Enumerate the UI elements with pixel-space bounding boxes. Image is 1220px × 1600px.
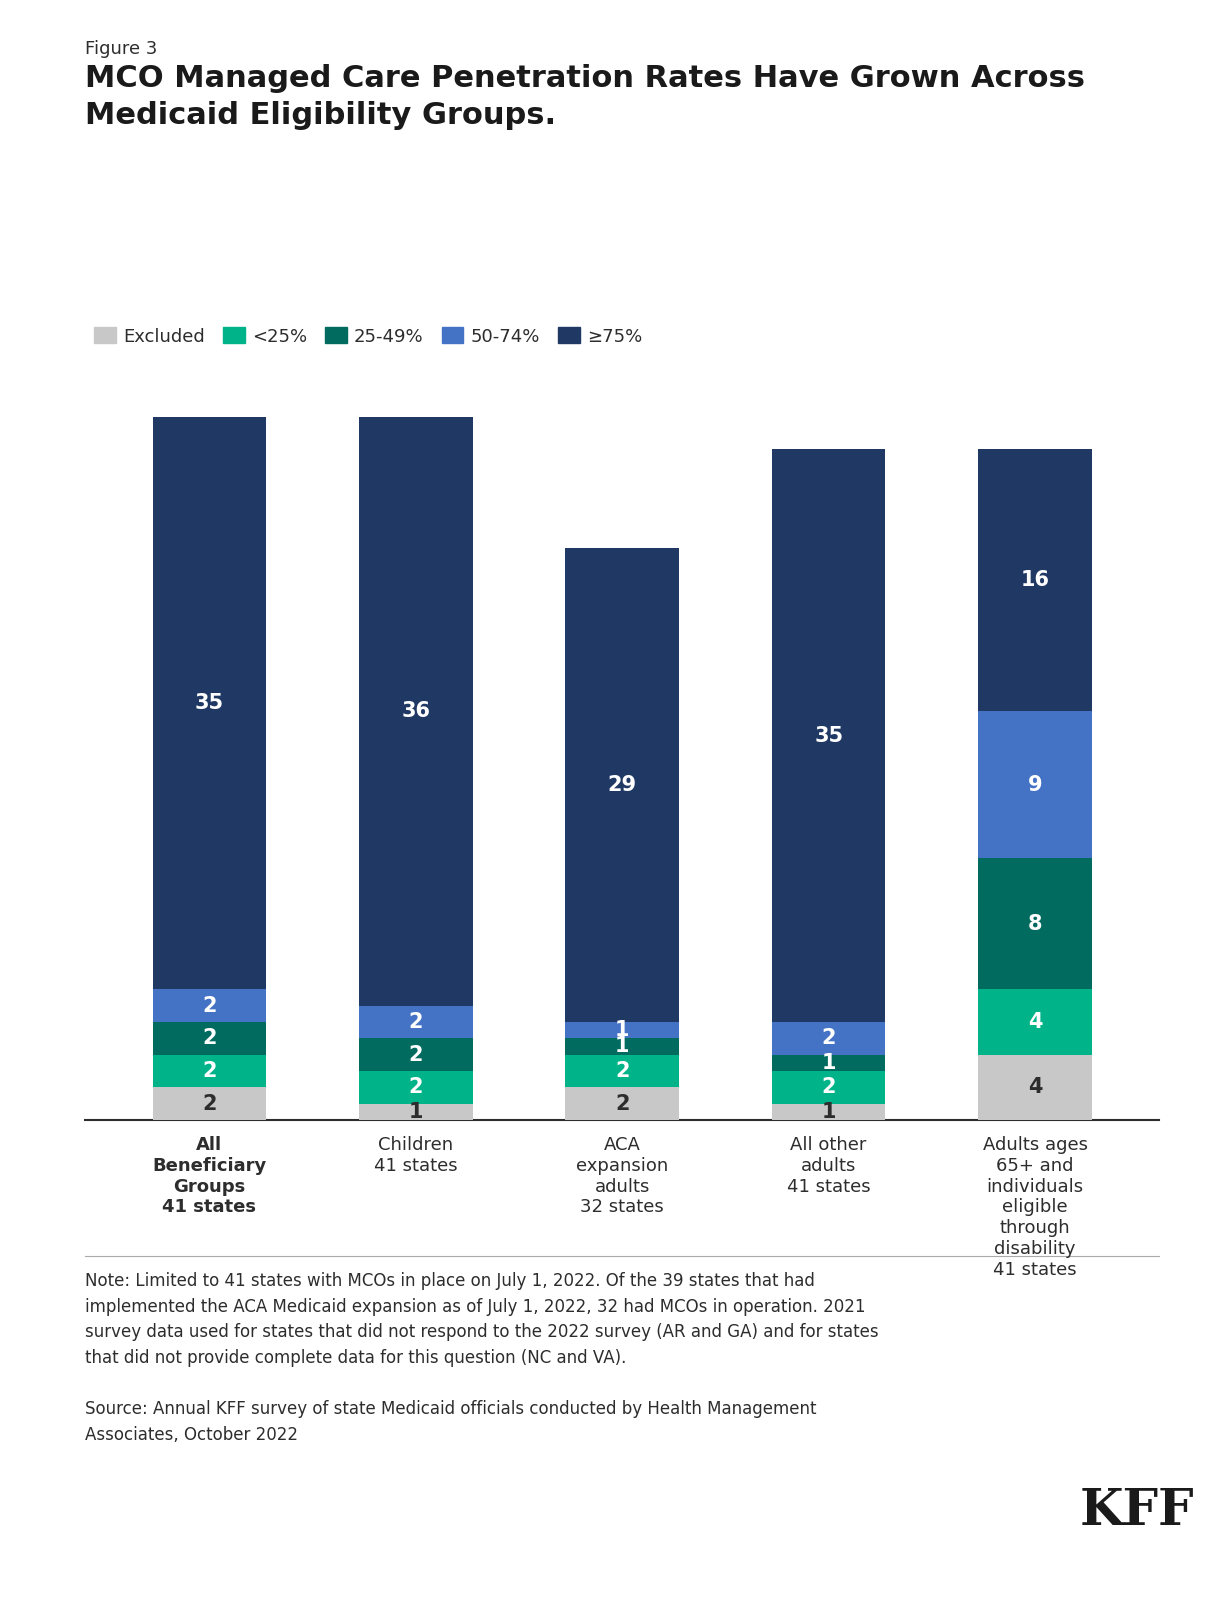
- Bar: [978, 450, 1092, 710]
- Bar: [152, 1054, 266, 1088]
- Text: Figure 3: Figure 3: [85, 40, 157, 58]
- Text: 2: 2: [821, 1077, 836, 1098]
- Text: 4: 4: [1028, 1011, 1042, 1032]
- Bar: [565, 1088, 680, 1120]
- Bar: [565, 1022, 680, 1038]
- Text: 29: 29: [608, 774, 637, 795]
- Text: 35: 35: [195, 693, 223, 714]
- Text: 2: 2: [409, 1011, 423, 1032]
- Text: 2: 2: [203, 1094, 216, 1114]
- Text: 1: 1: [409, 1102, 423, 1122]
- Text: 1: 1: [821, 1102, 836, 1122]
- Bar: [152, 1022, 266, 1054]
- Bar: [565, 1054, 680, 1088]
- Text: 2: 2: [203, 995, 216, 1016]
- Bar: [978, 858, 1092, 989]
- Bar: [152, 416, 266, 989]
- Bar: [565, 1038, 680, 1054]
- Bar: [359, 1104, 472, 1120]
- Text: KFF: KFF: [1080, 1486, 1194, 1536]
- Text: 2: 2: [821, 1029, 836, 1048]
- Bar: [772, 1104, 886, 1120]
- Bar: [978, 1054, 1092, 1120]
- Text: 9: 9: [1027, 774, 1042, 795]
- Text: Note: Limited to 41 states with MCOs in place on July 1, 2022. Of the 39 states : Note: Limited to 41 states with MCOs in …: [85, 1272, 880, 1366]
- Bar: [152, 1088, 266, 1120]
- Legend: Excluded, <25%, 25-49%, 50-74%, ≥75%: Excluded, <25%, 25-49%, 50-74%, ≥75%: [94, 328, 642, 346]
- Bar: [772, 1054, 886, 1070]
- Text: Adults ages
65+ and
individuals
eligible
through
disability
41 states: Adults ages 65+ and individuals eligible…: [982, 1136, 1087, 1278]
- Bar: [359, 1038, 472, 1070]
- Bar: [359, 1005, 472, 1038]
- Text: 1: 1: [615, 1021, 630, 1040]
- Bar: [772, 1070, 886, 1104]
- Bar: [152, 989, 266, 1022]
- Text: All other
adults
41 states: All other adults 41 states: [787, 1136, 871, 1195]
- Text: 16: 16: [1021, 570, 1049, 590]
- Text: 2: 2: [409, 1045, 423, 1064]
- Bar: [772, 450, 886, 1022]
- Text: 1: 1: [615, 1037, 630, 1056]
- Text: 36: 36: [401, 701, 431, 722]
- Bar: [772, 1022, 886, 1054]
- Text: MCO Managed Care Penetration Rates Have Grown Across
Medicaid Eligibility Groups: MCO Managed Care Penetration Rates Have …: [85, 64, 1086, 130]
- Text: 2: 2: [203, 1029, 216, 1048]
- Bar: [978, 710, 1092, 858]
- Text: 1: 1: [821, 1053, 836, 1072]
- Text: 35: 35: [814, 726, 843, 746]
- Text: 2: 2: [409, 1077, 423, 1098]
- Text: Children
41 states: Children 41 states: [373, 1136, 458, 1174]
- Text: 4: 4: [1028, 1077, 1042, 1098]
- Text: 2: 2: [203, 1061, 216, 1082]
- Bar: [359, 416, 472, 1005]
- Text: ACA
expansion
adults
32 states: ACA expansion adults 32 states: [576, 1136, 669, 1216]
- Text: All
Beneficiary
Groups
41 states: All Beneficiary Groups 41 states: [152, 1136, 266, 1216]
- Text: 2: 2: [615, 1061, 630, 1082]
- Bar: [978, 989, 1092, 1054]
- Bar: [359, 1070, 472, 1104]
- Text: 8: 8: [1028, 914, 1042, 934]
- Text: Source: Annual KFF survey of state Medicaid officials conducted by Health Manage: Source: Annual KFF survey of state Medic…: [85, 1400, 817, 1443]
- Bar: [565, 547, 680, 1022]
- Text: 2: 2: [615, 1094, 630, 1114]
